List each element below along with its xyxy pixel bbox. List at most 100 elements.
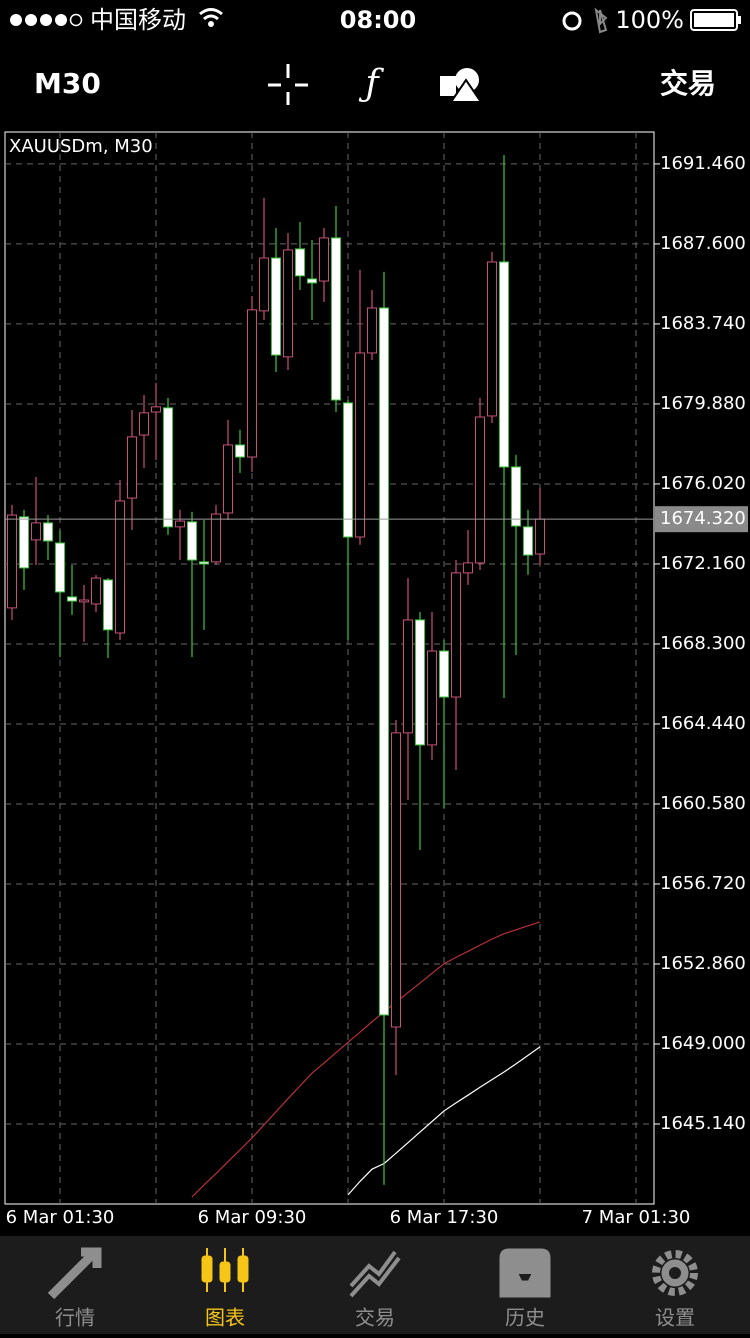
candle-body [367, 307, 377, 354]
tab-bar: 行情 图表 交易 历史 设置 [0, 1236, 750, 1334]
tab-label: 交易 [355, 1306, 395, 1330]
y-tick-label: 1645.140 [660, 1113, 746, 1134]
tab-bar-background [0, 1236, 750, 1334]
y-tick-label: 1668.300 [660, 633, 746, 654]
objects-button[interactable] [440, 68, 483, 103]
crosshair-button[interactable] [268, 64, 308, 105]
candle-body [139, 412, 149, 436]
battery-text: 100% [615, 6, 684, 34]
candle-body [439, 650, 449, 698]
tab-label: 行情 [55, 1306, 95, 1330]
signal-dot [25, 14, 37, 26]
candle-body [223, 444, 233, 514]
candle-body [355, 352, 365, 538]
candle-body [55, 542, 65, 593]
x-tick-label: 6 Mar 01:30 [6, 1207, 115, 1228]
clock: 08:00 [340, 6, 416, 34]
candle-body [175, 520, 185, 528]
signal-dot [69, 13, 83, 27]
candle-body [163, 407, 173, 528]
candle-body [463, 562, 473, 574]
candle-body [307, 278, 317, 284]
candle-body [187, 521, 197, 561]
candle-body [499, 261, 509, 468]
moving-average-line [191, 921, 541, 1198]
candle-body [31, 522, 41, 541]
candle-body [427, 650, 437, 746]
tab-icon [47, 1247, 102, 1300]
battery-icon [738, 16, 741, 24]
candle-body [43, 522, 53, 542]
tab-icon-shape [237, 1255, 249, 1283]
candle-body [247, 309, 257, 458]
y-tick-label: 1687.600 [660, 233, 746, 254]
candle-body [151, 406, 161, 413]
status-bar: 中国移动 08:00 100% [10, 6, 741, 34]
wifi-icon [208, 21, 214, 27]
signal-dot [40, 14, 52, 26]
tab-label: 设置 [655, 1306, 695, 1330]
chart: 1691.460 1687.600 1683.740 1679.880 1676.020… [4, 131, 748, 1228]
tab-icon [349, 1250, 401, 1298]
tab-icon-shape [669, 1267, 681, 1279]
y-tick-label: 1652.860 [660, 953, 746, 974]
tab-label: 图表 [205, 1306, 245, 1330]
candle-body [79, 599, 89, 603]
y-tick-label: 1683.740 [660, 313, 746, 334]
candle-body [91, 577, 101, 605]
tab[interactable]: 历史 [499, 1248, 551, 1330]
candle-body [523, 526, 533, 556]
candle-body [103, 579, 113, 631]
tab-icon-shape [219, 1261, 231, 1283]
tab-icon-shape [499, 1248, 551, 1298]
candle-body [115, 500, 125, 634]
y-tick-label: 1660.580 [660, 793, 746, 814]
y-tick-label: 1656.720 [660, 873, 746, 894]
bluetooth-icon [594, 7, 608, 34]
battery-icon [694, 13, 734, 27]
tab[interactable]: 图表 [201, 1248, 249, 1330]
plot-frame [4, 131, 655, 1205]
candle-body [343, 402, 353, 538]
tab[interactable]: 行情 [47, 1247, 102, 1330]
carrier: 中国移动 [90, 6, 186, 34]
candle-body [235, 444, 245, 458]
candle-body [331, 237, 341, 401]
candle-body [487, 261, 497, 417]
tab[interactable]: 交易 [349, 1250, 401, 1330]
candle-body [127, 436, 137, 499]
candle-body [295, 248, 305, 277]
tab[interactable]: 设置 [652, 1250, 698, 1330]
tab-icon [652, 1250, 698, 1296]
tab-icon [201, 1248, 249, 1292]
moving-average-line [347, 1046, 541, 1196]
tab-icon-shape [201, 1255, 213, 1283]
candle-body [379, 307, 389, 1016]
candle-body [391, 732, 401, 1028]
y-tick-label: 1649.000 [660, 1033, 746, 1054]
candle-body [475, 416, 485, 564]
candle-body [259, 257, 269, 312]
candle-body [283, 249, 293, 358]
candle-body [535, 518, 545, 555]
x-tick-label: 6 Mar 09:30 [198, 1207, 307, 1228]
battery-icon [690, 9, 738, 31]
timeframe-button[interactable]: M30 [34, 67, 101, 100]
wifi-icon [199, 8, 223, 21]
candle-body [403, 619, 413, 734]
signal-dot [55, 14, 67, 26]
tab-icon-shape [349, 1250, 401, 1298]
x-tick-label: 7 Mar 01:30 [582, 1207, 691, 1228]
tab-icon-shape [47, 1247, 102, 1300]
candle-body [415, 619, 425, 746]
candle-body [7, 514, 17, 609]
trade-button[interactable]: 交易 [660, 67, 716, 100]
tab-label: 历史 [505, 1306, 545, 1330]
candle-body [451, 572, 461, 698]
candle-body [511, 466, 521, 527]
current-price-box [655, 506, 748, 533]
x-tick-label: 6 Mar 17:30 [390, 1207, 499, 1228]
